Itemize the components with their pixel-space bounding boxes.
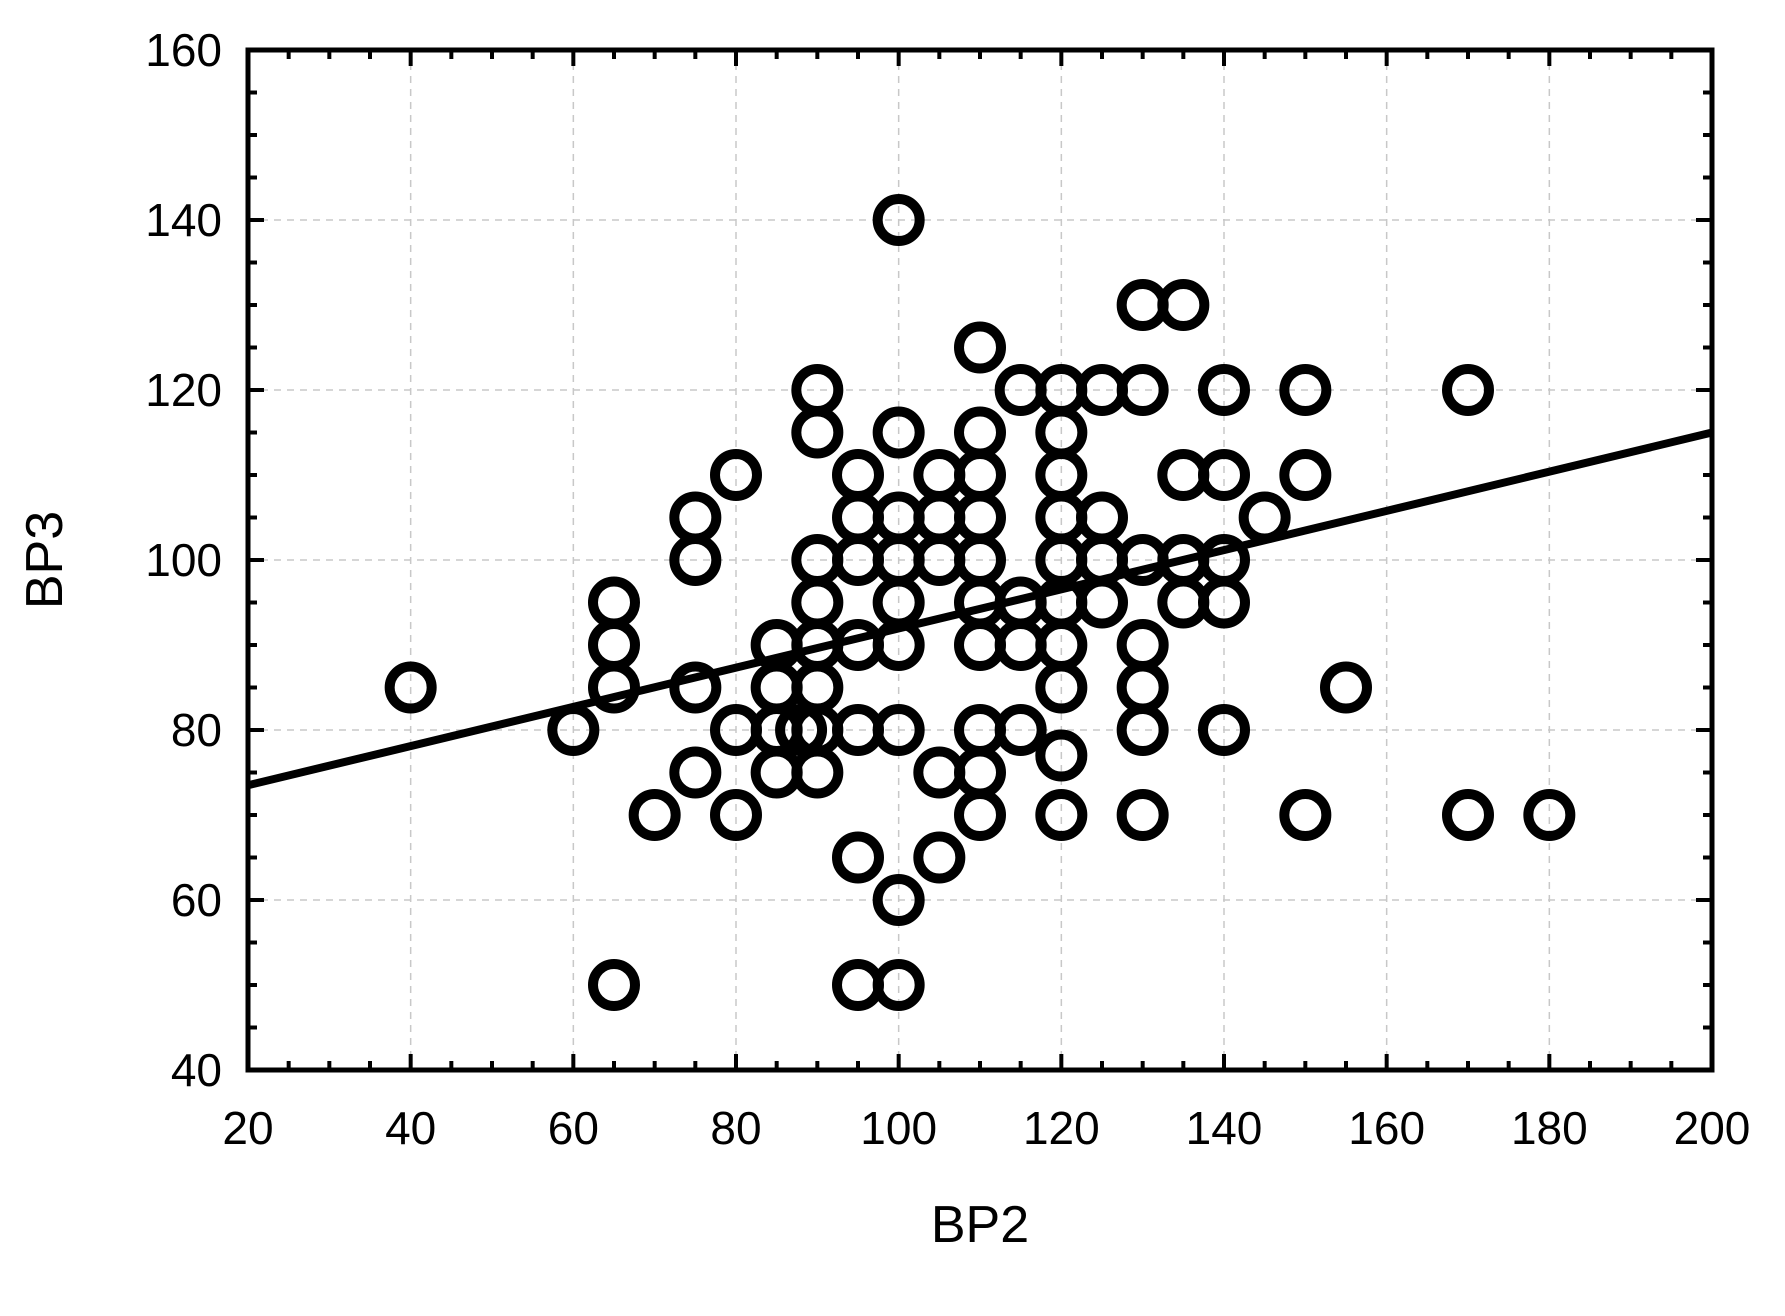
x-tick-label: 180 [1511, 1102, 1588, 1154]
x-tick-label: 80 [710, 1102, 761, 1154]
x-tick-label: 60 [548, 1102, 599, 1154]
data-point [872, 194, 925, 246]
data-point [872, 406, 925, 459]
data-point [1279, 449, 1332, 501]
y-tick-label: 40 [171, 1044, 222, 1096]
data-point [1116, 789, 1169, 841]
data-point [669, 661, 722, 714]
data-point [1116, 619, 1169, 671]
data-point [775, 704, 828, 756]
y-tick-label: 100 [145, 534, 222, 586]
x-tick-label: 100 [860, 1102, 937, 1154]
data-point [588, 959, 640, 1011]
y-tick-label: 160 [145, 24, 222, 76]
data-point [1116, 661, 1169, 714]
x-tick-labels: 20 40 60 80 100 120 140 160 180 200 [222, 1102, 1750, 1154]
data-point [791, 576, 844, 629]
data-point [832, 449, 884, 501]
y-tick-label: 60 [171, 874, 222, 926]
data-point [913, 831, 966, 884]
x-tick-label: 20 [222, 1102, 273, 1154]
data-point [1157, 279, 1210, 331]
y-tick-label: 140 [145, 194, 222, 246]
data-point [1198, 534, 1250, 586]
data-point [710, 449, 762, 501]
data-point [994, 704, 1047, 756]
x-tick-label: 120 [1023, 1102, 1100, 1154]
data-point [1198, 364, 1250, 416]
data-point [872, 959, 925, 1011]
x-tick-label: 40 [385, 1102, 436, 1154]
x-axis-title: BP2 [931, 1196, 1029, 1254]
data-point [588, 576, 640, 629]
data-point [791, 406, 844, 459]
y-tick-label: 120 [145, 364, 222, 416]
data-point [384, 661, 437, 714]
data-point [1198, 449, 1250, 501]
gridlines [248, 50, 1712, 1070]
data-point [954, 789, 1006, 841]
data-point [1523, 789, 1576, 841]
plot-frame [245, 47, 1715, 1073]
x-tick-label: 140 [1186, 1102, 1263, 1154]
data-point [954, 321, 1006, 374]
data-point [628, 789, 681, 841]
data-point [1279, 364, 1332, 416]
data-point [669, 746, 722, 799]
x-tick-label: 160 [1348, 1102, 1425, 1154]
data-point [1035, 449, 1088, 501]
y-axis-title: BP3 [16, 511, 74, 609]
regression-line [247, 428, 1713, 790]
y-tick-label: 80 [171, 704, 222, 756]
data-point [1279, 789, 1332, 841]
data-point [872, 874, 925, 926]
data-point [669, 491, 722, 544]
data-point [1442, 789, 1494, 841]
data-point [832, 831, 884, 884]
data-point [872, 704, 925, 756]
data-point [1035, 729, 1088, 782]
data-point [1035, 789, 1088, 841]
data-point [1320, 661, 1372, 714]
data-point [1442, 364, 1494, 416]
data-point [1238, 491, 1291, 544]
data-point [1076, 491, 1128, 544]
data-point [791, 364, 844, 416]
data-point [1116, 364, 1169, 416]
data-point [588, 619, 640, 671]
data-point [1116, 704, 1169, 756]
data-point [1198, 704, 1250, 756]
data-point [710, 789, 762, 841]
y-tick-labels: 40 60 80 100 120 140 160 [145, 24, 222, 1096]
x-tick-label: 200 [1674, 1102, 1751, 1154]
data-point [954, 406, 1006, 459]
data-points [384, 194, 1576, 1011]
